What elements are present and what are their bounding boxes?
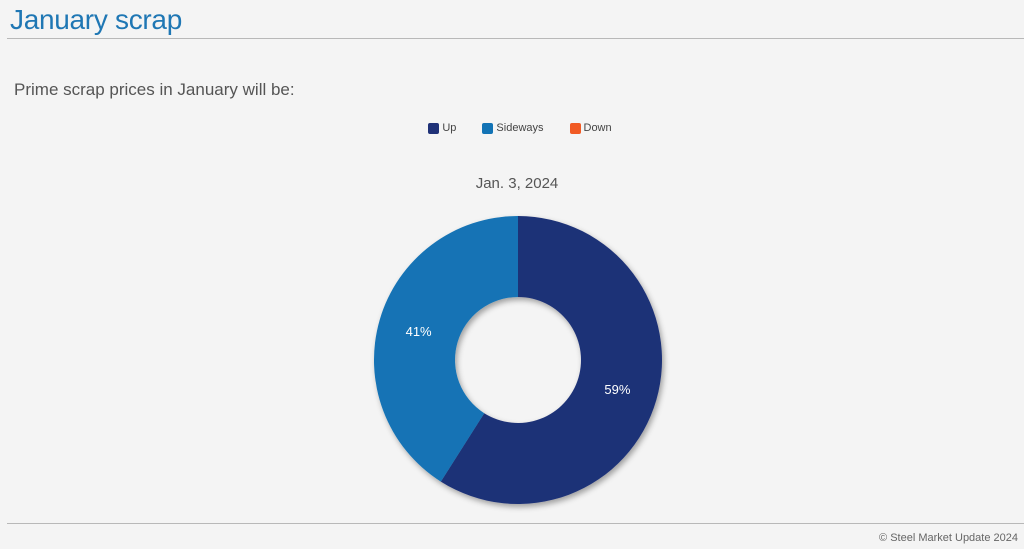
page-title: January scrap [10,4,182,35]
survey-question: Prime scrap prices in January will be: [14,80,295,99]
chart-legend: Up Sideways Down [0,122,1024,134]
legend-item-down[interactable]: Down [569,122,612,134]
legend-label-up: Up [442,122,457,134]
donut-label-sideways: 41% [406,324,432,339]
donut-label-up: 59% [604,382,630,397]
legend-label-sideways: Sideways [496,122,544,134]
donut-slice-sideways[interactable] [374,216,518,482]
donut-chart: 59% 41% [374,216,662,504]
title-divider [7,38,1024,39]
legend-item-sideways[interactable]: Sideways [482,122,544,134]
legend-item-up[interactable]: Up [428,122,456,134]
chart-title: Jan. 3, 2024 [475,175,559,192]
legend-swatch-up [428,122,440,134]
copyright-text: © Steel Market Update 2024 [879,532,1018,544]
donut-slice-up[interactable] [440,216,662,504]
legend-label-down: Down [583,122,612,134]
legend-swatch-sideways [482,122,494,134]
legend-swatch-down [569,122,581,134]
footer-divider [7,523,1024,524]
